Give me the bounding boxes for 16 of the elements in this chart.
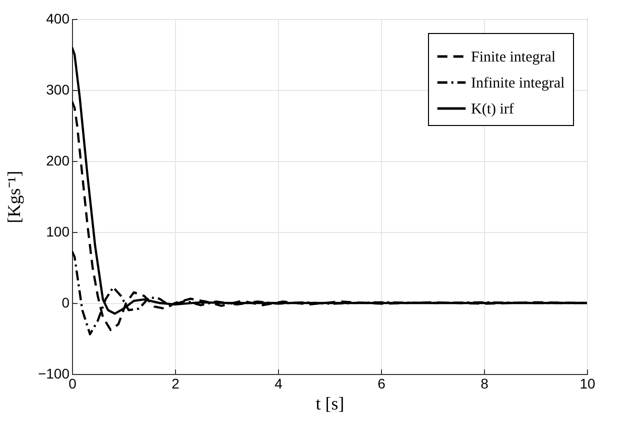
- y-tick-label: 400: [46, 10, 70, 26]
- x-axis-title: t [s]: [316, 394, 344, 414]
- y-tick-label: 100: [46, 224, 70, 240]
- legend-label: K(t) irf: [471, 102, 514, 118]
- legend-label: Infinite integral: [471, 76, 565, 92]
- y-axis-title: [Kgs⁻¹]: [4, 170, 24, 224]
- x-tick-label: 6: [378, 376, 386, 392]
- x-tick-label: 10: [580, 376, 596, 392]
- x-tick-label: 2: [172, 376, 180, 392]
- x-tick-label: 8: [480, 376, 489, 392]
- legend-label: Finite integral: [471, 50, 556, 66]
- y-tick-label: −100: [38, 366, 70, 382]
- y-tick-label: 0: [62, 294, 70, 310]
- x-tick-label: 4: [274, 376, 283, 392]
- y-tick-label: 200: [46, 152, 70, 168]
- y-tick-label: 300: [46, 82, 70, 98]
